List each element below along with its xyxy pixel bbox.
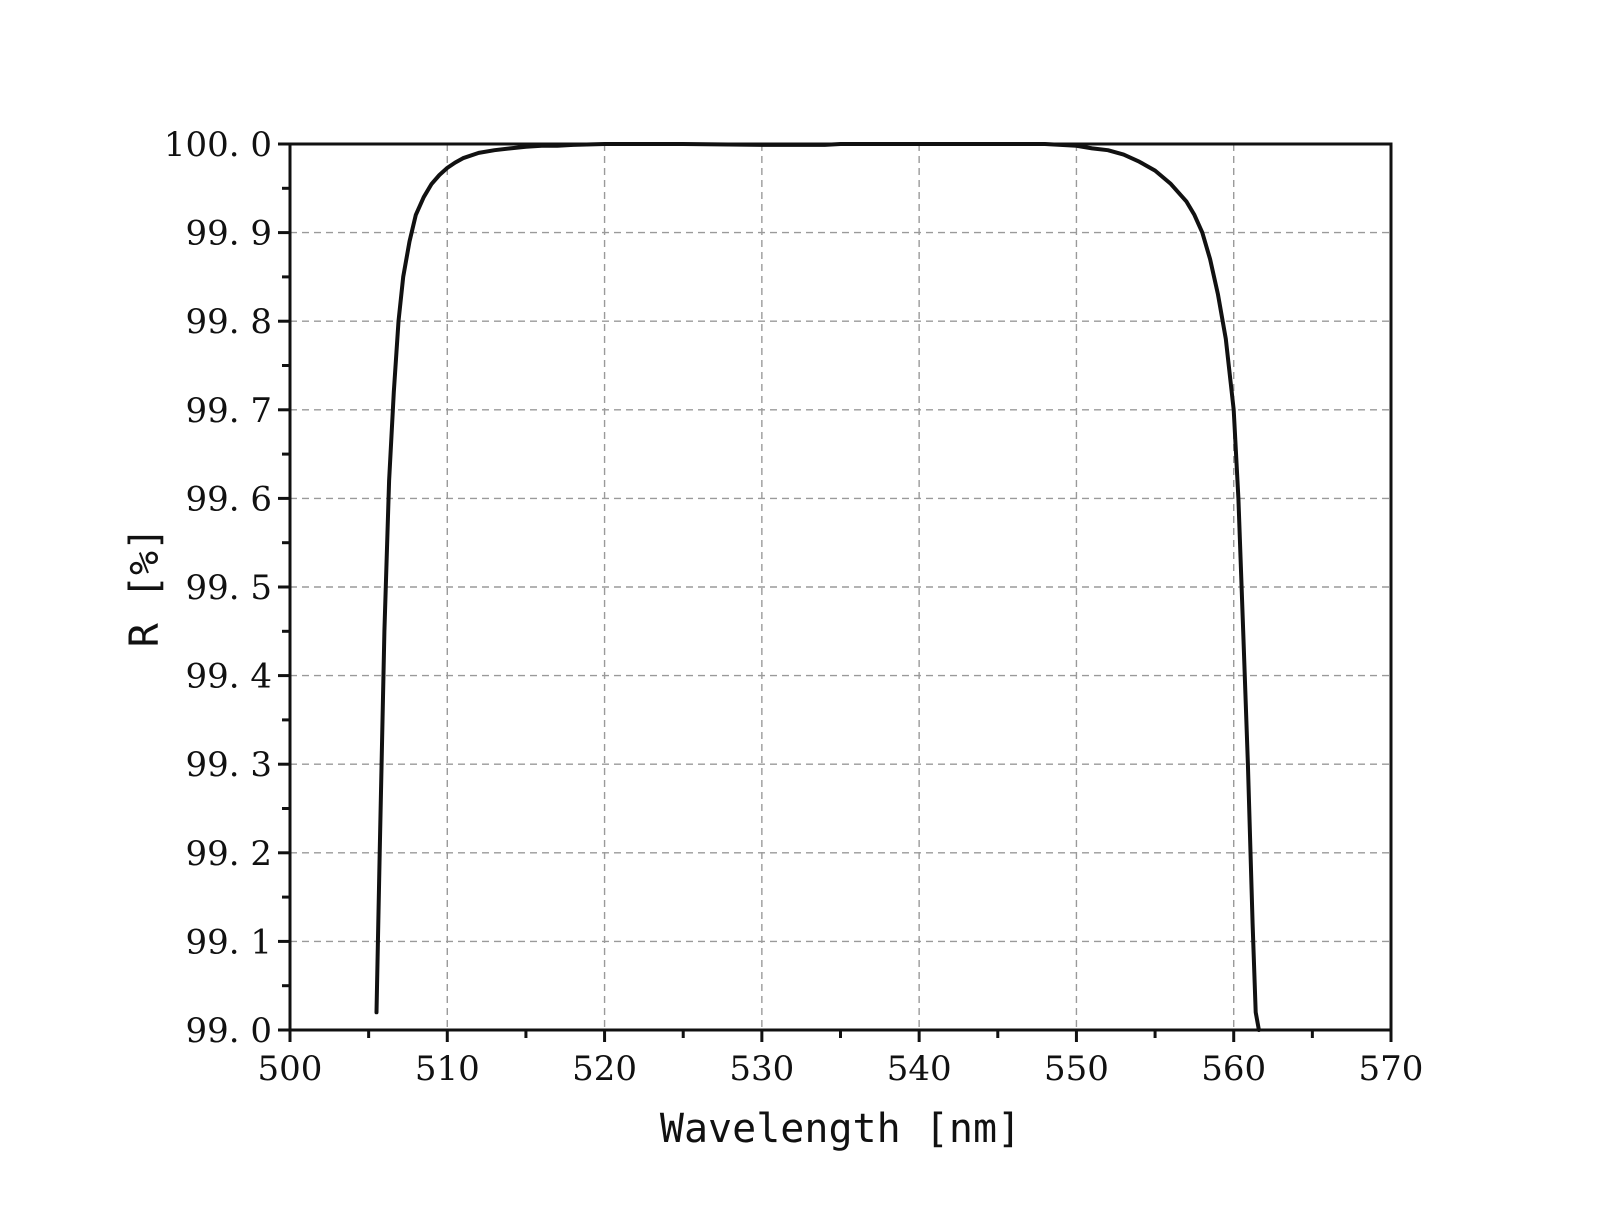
x-tick-label-7: 570	[1359, 1049, 1424, 1089]
y-tick-label-7: 99. 7	[185, 391, 272, 431]
y-tick-label-8: 99. 8	[185, 302, 272, 342]
x-tick-label-6: 560	[1201, 1049, 1266, 1089]
y-tick-label-3: 99. 3	[185, 745, 272, 785]
y-tick-label-2: 99. 2	[185, 834, 272, 874]
x-tick-labels: 500 510 520 530 540 550 560 570	[258, 1049, 1424, 1089]
x-tick-label-4: 540	[887, 1049, 952, 1089]
y-tick-label-1: 99. 1	[185, 922, 272, 962]
x-tick-label-1: 510	[415, 1049, 480, 1089]
x-tick-label-0: 500	[258, 1049, 323, 1089]
y-tick-label-10: 100. 0	[164, 125, 272, 165]
y-axis-title: R [%]	[122, 527, 168, 647]
y-tick-label-6: 99. 6	[185, 479, 272, 519]
y-tick-label-0: 99. 0	[185, 1011, 272, 1051]
plot-frame	[288, 142, 1393, 1032]
y-tick-label-9: 99. 9	[185, 214, 272, 254]
y-tick-label-5: 99. 5	[185, 568, 272, 608]
x-tick-label-5: 550	[1044, 1049, 1109, 1089]
x-axis-title: Wavelength [nm]	[660, 1106, 1021, 1152]
y-tick-label-4: 99. 4	[185, 657, 272, 697]
y-tick-labels: 99. 0 99. 1 99. 2 99. 3 99. 4 99. 5 99. 6 99. 7…	[164, 125, 272, 1051]
grid-lines	[290, 144, 1391, 1030]
x-tick-label-2: 520	[572, 1049, 637, 1089]
axis-ticks	[278, 142, 1393, 1042]
x-tick-label-3: 530	[729, 1049, 794, 1089]
